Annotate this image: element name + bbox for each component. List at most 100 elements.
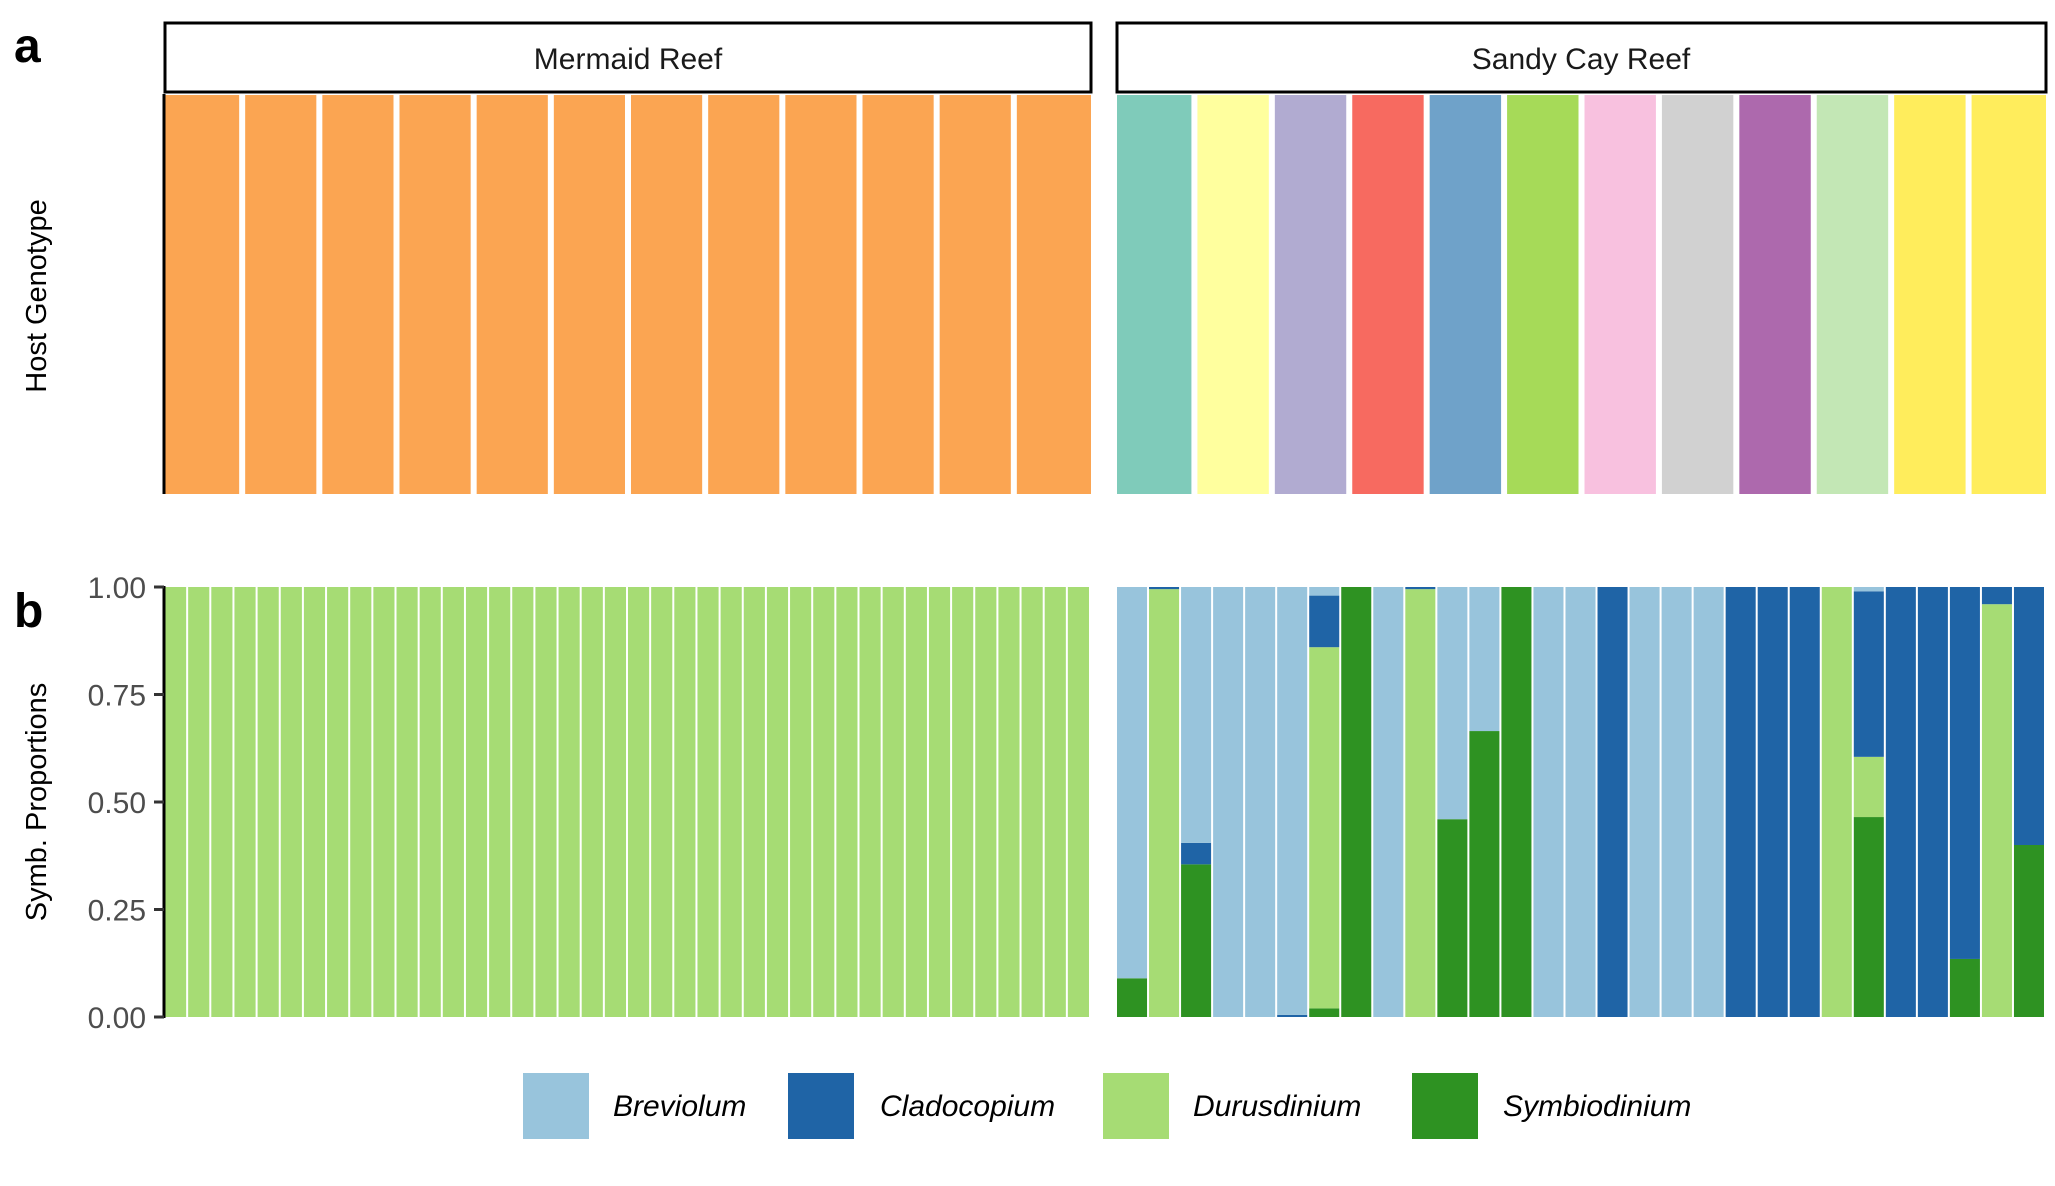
proportion-segment-durusdinium bbox=[1821, 587, 1852, 1017]
panel-a-bars bbox=[165, 95, 2046, 494]
genotype-bar bbox=[1584, 95, 1656, 494]
proportion-segment-durusdinium bbox=[396, 587, 418, 1017]
proportion-segment-breviolum bbox=[1661, 587, 1692, 1017]
proportion-segment-durusdinium bbox=[697, 587, 719, 1017]
genotype-bar bbox=[862, 95, 934, 494]
proportion-segment-durusdinium bbox=[1021, 587, 1043, 1017]
panel-b-ylabel: Symb. Proportions bbox=[21, 683, 53, 922]
genotype-bar bbox=[708, 95, 780, 494]
proportion-segment-cladocopium bbox=[1309, 595, 1340, 648]
proportion-segment-cladocopium bbox=[1757, 587, 1788, 1017]
proportion-segment-symbiodinium bbox=[1469, 731, 1500, 1017]
proportion-segment-durusdinium bbox=[1044, 587, 1066, 1017]
proportion-segment-cladocopium bbox=[1277, 1014, 1308, 1017]
proportion-segment-cladocopium bbox=[1725, 587, 1756, 1017]
proportion-segment-symbiodinium bbox=[1853, 817, 1884, 1017]
proportion-segment-symbiodinium bbox=[1117, 978, 1148, 1017]
proportion-segment-cladocopium bbox=[1981, 587, 2012, 605]
legend-key-breviolum bbox=[523, 1073, 589, 1139]
genotype-bar bbox=[1894, 95, 1966, 494]
proportion-segment-breviolum bbox=[1629, 587, 1660, 1017]
proportion-segment-breviolum bbox=[1213, 587, 1244, 1017]
proportion-segment-breviolum bbox=[1565, 587, 1596, 1017]
proportion-segment-breviolum bbox=[1853, 587, 1884, 592]
proportion-segment-durusdinium bbox=[766, 587, 789, 1017]
proportion-segment-durusdinium bbox=[188, 587, 210, 1017]
proportion-segment-symbiodinium bbox=[1501, 587, 1532, 1017]
proportion-segment-durusdinium bbox=[1309, 647, 1340, 1009]
y-tick-label: 0.50 bbox=[88, 787, 146, 820]
proportion-segment-durusdinium bbox=[905, 587, 927, 1017]
proportion-segment-durusdinium bbox=[350, 587, 372, 1017]
proportion-segment-breviolum bbox=[1309, 587, 1340, 596]
proportion-segment-durusdinium bbox=[743, 587, 765, 1017]
genotype-bar bbox=[1352, 95, 1424, 494]
facet-label-sandy-cay: Sandy Cay Reef bbox=[1472, 43, 1691, 76]
proportion-segment-durusdinium bbox=[465, 587, 488, 1017]
proportion-segment-durusdinium bbox=[674, 587, 696, 1017]
proportion-segment-durusdinium bbox=[952, 587, 974, 1017]
genotype-bar bbox=[165, 95, 240, 494]
legend-key-cladocopium bbox=[788, 1073, 854, 1139]
proportion-segment-breviolum bbox=[1437, 587, 1468, 820]
proportion-segment-cladocopium bbox=[1885, 587, 1916, 1017]
proportion-segment-breviolum bbox=[1245, 587, 1276, 1017]
proportion-segment-durusdinium bbox=[998, 587, 1020, 1017]
proportion-segment-durusdinium bbox=[211, 587, 233, 1017]
panel-b-yticks: 0.00 0.25 0.50 0.75 1.00 bbox=[88, 572, 164, 1035]
proportion-segment-durusdinium bbox=[327, 587, 349, 1017]
proportion-segment-durusdinium bbox=[373, 587, 395, 1017]
proportion-segment-breviolum bbox=[1469, 587, 1500, 732]
panel-b-bars bbox=[165, 587, 2044, 1017]
proportion-segment-durusdinium bbox=[790, 587, 812, 1017]
proportion-segment-durusdinium bbox=[512, 587, 534, 1017]
genotype-bar bbox=[1661, 95, 1734, 494]
proportion-segment-durusdinium bbox=[882, 587, 904, 1017]
y-tick-label: 0.00 bbox=[88, 1002, 146, 1035]
genotype-bar bbox=[1507, 95, 1579, 494]
proportion-segment-breviolum bbox=[1117, 587, 1148, 979]
genotype-bar bbox=[631, 95, 703, 494]
proportion-segment-durusdinium bbox=[1981, 604, 2012, 1017]
legend-label-durusdinium: Durusdinium bbox=[1193, 1090, 1361, 1123]
y-tick-label: 1.00 bbox=[88, 572, 146, 605]
y-tick-label: 0.25 bbox=[88, 895, 146, 928]
genotype-bar bbox=[245, 95, 317, 494]
genotype-bar bbox=[553, 95, 625, 494]
proportion-segment-durusdinium bbox=[604, 587, 626, 1017]
proportion-segment-durusdinium bbox=[303, 587, 326, 1017]
genotype-bar bbox=[939, 95, 1011, 494]
proportion-segment-cladocopium bbox=[1949, 587, 1980, 959]
proportion-segment-cladocopium bbox=[1853, 591, 1884, 757]
proportion-segment-durusdinium bbox=[836, 587, 858, 1017]
proportion-segment-durusdinium bbox=[257, 587, 279, 1017]
proportion-segment-breviolum bbox=[1693, 587, 1724, 1017]
proportion-segment-cladocopium bbox=[1405, 587, 1436, 590]
genotype-bar bbox=[1117, 95, 1192, 494]
proportion-segment-durusdinium bbox=[1067, 587, 1089, 1017]
proportion-segment-durusdinium bbox=[165, 587, 187, 1017]
genotype-bar bbox=[1816, 95, 1889, 494]
genotype-bar bbox=[476, 95, 548, 494]
panel-a-ylabel: Host Genotype bbox=[21, 199, 53, 392]
proportion-segment-symbiodinium bbox=[2013, 845, 2044, 1017]
panel-b-label: b bbox=[14, 585, 43, 638]
proportion-segment-durusdinium bbox=[419, 587, 441, 1017]
proportion-segment-durusdinium bbox=[1149, 589, 1180, 1017]
proportion-segment-cladocopium bbox=[1789, 587, 1820, 1017]
proportion-segment-durusdinium bbox=[813, 587, 835, 1017]
proportion-segment-durusdinium bbox=[1853, 756, 1884, 818]
proportion-segment-cladocopium bbox=[1597, 587, 1628, 1017]
proportion-segment-durusdinium bbox=[859, 587, 881, 1017]
proportion-segment-durusdinium bbox=[489, 587, 511, 1017]
proportion-segment-symbiodinium bbox=[1309, 1008, 1340, 1017]
genotype-bar bbox=[1016, 95, 1091, 494]
legend: Breviolum Cladocopium Durusdinium Symbiodin… bbox=[523, 1073, 1691, 1139]
proportion-segment-durusdinium bbox=[234, 587, 256, 1017]
genotype-bar bbox=[1197, 95, 1269, 494]
facet-label-mermaid: Mermaid Reef bbox=[534, 43, 723, 76]
proportion-segment-breviolum bbox=[1533, 587, 1564, 1017]
proportion-segment-cladocopium bbox=[2013, 587, 2044, 845]
